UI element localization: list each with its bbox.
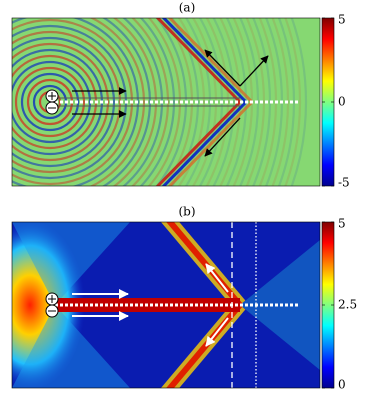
colorbar-tick-label: 0 bbox=[338, 378, 346, 392]
panel-label: (b) bbox=[178, 205, 195, 219]
wave-ring bbox=[12, 36, 116, 168]
colorbar-tick-label: -5 bbox=[338, 176, 350, 190]
field-image bbox=[12, 222, 320, 388]
wave-ring bbox=[284, 18, 302, 186]
wave-ring bbox=[277, 18, 296, 186]
wave-ring bbox=[212, 18, 236, 186]
wave-ring bbox=[245, 18, 266, 186]
colorbar-tick-label: 5 bbox=[338, 217, 346, 231]
panel-a: (a) bbox=[11, 1, 335, 187]
panel-label: (a) bbox=[179, 1, 196, 15]
wave-ring bbox=[177, 18, 206, 186]
wave-ring bbox=[139, 18, 176, 186]
field-image bbox=[12, 18, 320, 186]
colorbar-tick-label: 0 bbox=[338, 95, 346, 109]
wave-ring bbox=[14, 66, 86, 138]
wave-ring bbox=[89, 18, 146, 186]
wave-ring bbox=[290, 18, 308, 186]
colorbar-tick-label: 5 bbox=[338, 13, 346, 27]
panel-b: (b) bbox=[11, 205, 335, 389]
colorbar-tick-label: 2.5 bbox=[338, 298, 357, 312]
